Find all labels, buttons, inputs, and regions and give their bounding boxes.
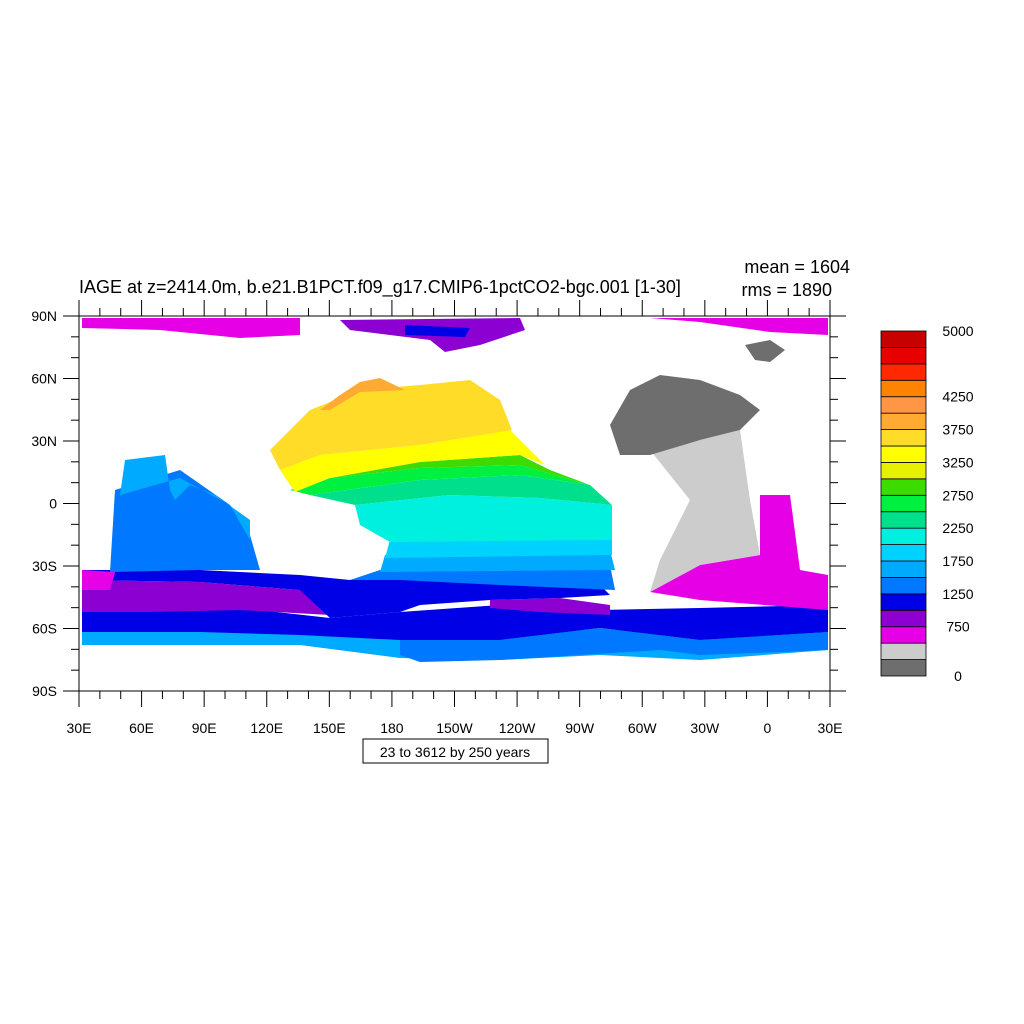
colorbar-swatch xyxy=(880,363,927,381)
field-indian-sky xyxy=(120,455,250,540)
lon-label: 90E xyxy=(192,720,217,736)
field-mid-blue-south xyxy=(400,628,828,662)
field-pacific-teal-green xyxy=(310,475,612,505)
field-arctic-magenta-east xyxy=(650,318,828,335)
contour-info-text: 23 to 3612 by 250 years xyxy=(380,744,530,760)
field-purple-south xyxy=(82,580,350,615)
field-blue-south xyxy=(82,605,828,640)
lat-label: 90S xyxy=(32,683,57,699)
rms-value: rms = 1890 xyxy=(741,280,832,300)
field-atlantic-magenta xyxy=(650,495,828,610)
colorbar-swatch xyxy=(880,478,927,496)
lon-label: 0 xyxy=(764,720,772,736)
colorbar-label: 1750 xyxy=(942,553,973,569)
plot-frame xyxy=(63,300,846,707)
contour-info-box xyxy=(362,738,549,764)
colorbar-label: 0 xyxy=(954,668,962,684)
lon-label: 90W xyxy=(565,720,595,736)
lon-label: 60W xyxy=(628,720,658,736)
colorbar-swatch xyxy=(880,593,927,611)
colorbar-swatch xyxy=(880,642,927,660)
latitude-labels: 90N 60N 30N 0 30S 60S 90S xyxy=(31,308,57,699)
colorbar-swatch xyxy=(880,511,927,529)
field-pacific-yellow xyxy=(280,430,545,492)
lat-label: 30N xyxy=(31,433,57,449)
longitude-labels: 30E 60E 90E 120E 150E 180 150W 120W 90W 60W 30W 0 30… xyxy=(67,720,843,736)
colorbar-swatch xyxy=(880,396,927,414)
lon-label: 30E xyxy=(818,720,843,736)
colorbar-label: 1250 xyxy=(942,586,973,602)
lat-label: 0 xyxy=(49,496,57,512)
colorbar-swatch xyxy=(880,626,927,644)
colorbar-swatch xyxy=(880,544,927,562)
field-arctic-dark-grey xyxy=(745,340,785,362)
colorbar-swatch xyxy=(880,659,927,677)
field-pacific-cyan xyxy=(355,495,612,542)
colorbar-swatch xyxy=(880,347,927,365)
colorbar-swatch xyxy=(880,412,927,430)
field-pacific-orange xyxy=(320,378,405,410)
plot-title: IAGE at z=2414.0m, b.e21.B1PCT.f09_g17.C… xyxy=(79,277,681,298)
lat-label: 60S xyxy=(32,621,57,637)
field-arctic-magenta xyxy=(82,318,300,338)
field-pacific-lime xyxy=(330,455,590,485)
colorbar-label: 2750 xyxy=(942,487,973,503)
lon-label: 60E xyxy=(129,720,154,736)
lon-label: 30W xyxy=(690,720,720,736)
mean-value: mean = 1604 xyxy=(744,257,850,277)
colorbar-swatch xyxy=(880,445,927,463)
field-indian-mid-blue xyxy=(110,470,260,572)
colorbar-swatch xyxy=(880,330,927,348)
lat-label: 30S xyxy=(32,558,57,574)
colorbar-label: 3750 xyxy=(942,422,973,438)
lat-label: 60N xyxy=(31,371,57,387)
ocean-age-field xyxy=(82,318,828,662)
colorbar-label: 2250 xyxy=(942,520,973,536)
colorbar-swatch xyxy=(880,527,927,545)
lat-label: 90N xyxy=(31,308,57,324)
colorbar-label: 3250 xyxy=(942,454,973,470)
colorbar-swatch xyxy=(880,494,927,513)
colorbar-label: 750 xyxy=(946,619,970,635)
colorbar-swatch xyxy=(880,462,927,480)
lon-label: 150E xyxy=(313,720,346,736)
lon-label: 120E xyxy=(250,720,283,736)
field-atlantic-dark-grey xyxy=(610,375,760,455)
lon-label: 120W xyxy=(499,720,536,736)
field-pacific-green xyxy=(290,465,590,495)
field-purple-pacific xyxy=(490,598,610,615)
lon-label: 150W xyxy=(436,720,473,736)
colorbar-label: 5000 xyxy=(942,323,973,339)
colorbar-swatch xyxy=(880,379,927,398)
colorbar-swatch xyxy=(880,577,927,595)
colorbar-swatch xyxy=(880,560,927,578)
lon-label: 30E xyxy=(67,720,92,736)
colorbar: 0 750 1250 1750 2250 2750 3250 3750 4250 5000 xyxy=(880,323,974,684)
field-atlantic-light-grey xyxy=(650,430,760,592)
field-arctic-blue xyxy=(405,325,470,337)
colorbar-label: 4250 xyxy=(942,389,973,405)
field-west-south-magenta xyxy=(82,570,115,590)
colorbar-swatch xyxy=(880,429,927,447)
lon-label: 180 xyxy=(380,720,404,736)
colorbar-swatch xyxy=(880,609,927,628)
